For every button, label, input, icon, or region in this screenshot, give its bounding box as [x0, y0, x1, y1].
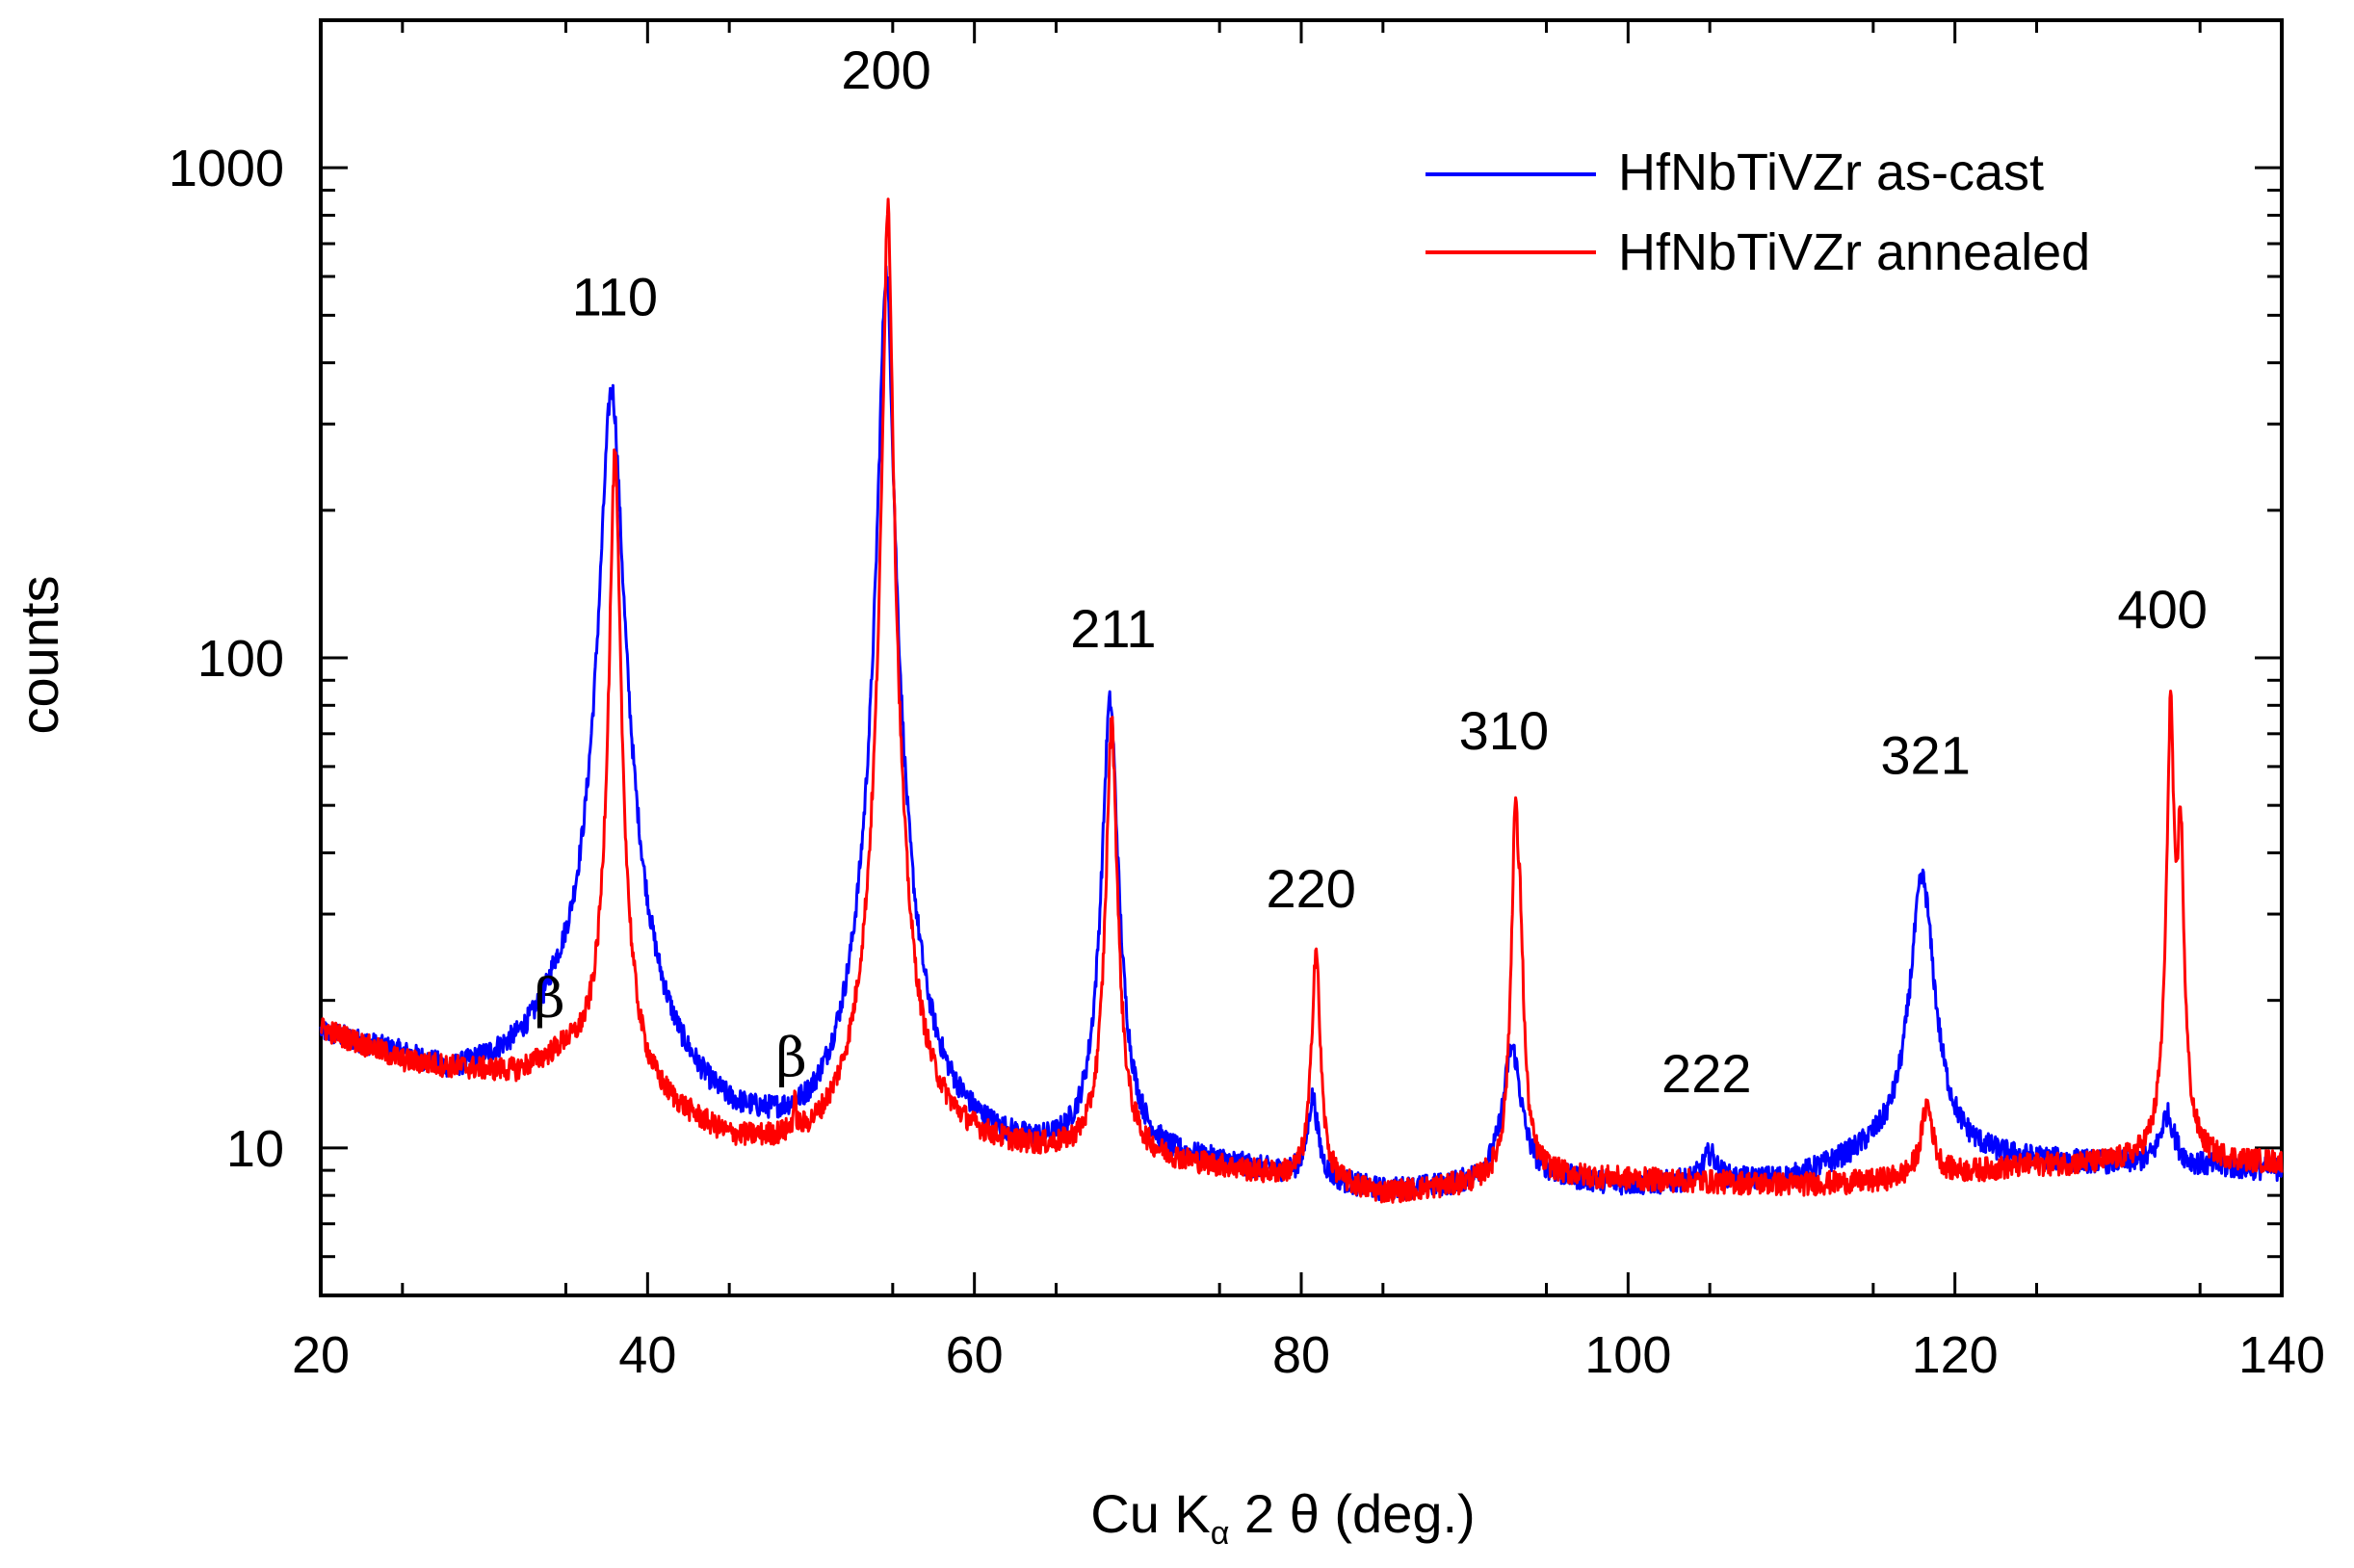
x-tick-label: 60: [946, 1326, 1004, 1384]
legend-label-annealed: HfNbTiVZr annealed: [1618, 223, 2090, 281]
peak-label-200: 200: [841, 39, 930, 100]
series-layer: [319, 197, 2284, 1204]
series-line-annealed: [319, 197, 2284, 1204]
peak-annotations: 110 200 211 220 310 222 321 400 β β: [534, 39, 2208, 1104]
x-axis-label-prefix: Cu K: [1090, 1483, 1211, 1544]
beta-phase-label: β: [775, 1027, 806, 1089]
peak-label-321: 321: [1880, 724, 1970, 785]
axis-frame: [319, 18, 2284, 1297]
peak-label-400: 400: [2117, 579, 2207, 640]
plot-area-border: [319, 18, 2284, 1297]
x-tick-label: 120: [1912, 1326, 1999, 1384]
peak-label-310: 310: [1459, 700, 1549, 761]
x-tick-label: 140: [2238, 1326, 2325, 1384]
x-tick-label: 40: [618, 1326, 676, 1384]
x-axis-label: Cu Kα 2 θ (deg.): [1090, 1483, 1475, 1552]
series-line-as-cast: [319, 265, 2284, 1202]
x-axis-label-suffix: 2 θ (deg.): [1229, 1483, 1475, 1544]
y-tick-label: 1000: [169, 140, 284, 197]
y-axis-label: counts: [9, 576, 69, 735]
x-axis-label-subscript: α: [1211, 1515, 1230, 1552]
legend-label-as-cast: HfNbTiVZr as-cast: [1618, 144, 2044, 201]
y-tick-label: 100: [197, 630, 284, 688]
peak-label-220: 220: [1266, 858, 1355, 919]
x-tick-label: 80: [1272, 1326, 1330, 1384]
peak-label-222: 222: [1661, 1043, 1751, 1104]
y-tick-label: 10: [226, 1120, 284, 1178]
x-tick-label: 20: [292, 1326, 350, 1384]
peak-label-110: 110: [572, 266, 658, 327]
beta-phase-label: β: [534, 968, 564, 1031]
y-axis: 10 100 1000: [169, 140, 2282, 1259]
legend: HfNbTiVZr as-cast HfNbTiVZr annealed: [1425, 144, 2090, 281]
peak-label-211: 211: [1070, 598, 1156, 659]
x-tick-label: 100: [1584, 1326, 1671, 1384]
x-axis: 20 40 60 80 100 120 140: [292, 20, 2325, 1384]
